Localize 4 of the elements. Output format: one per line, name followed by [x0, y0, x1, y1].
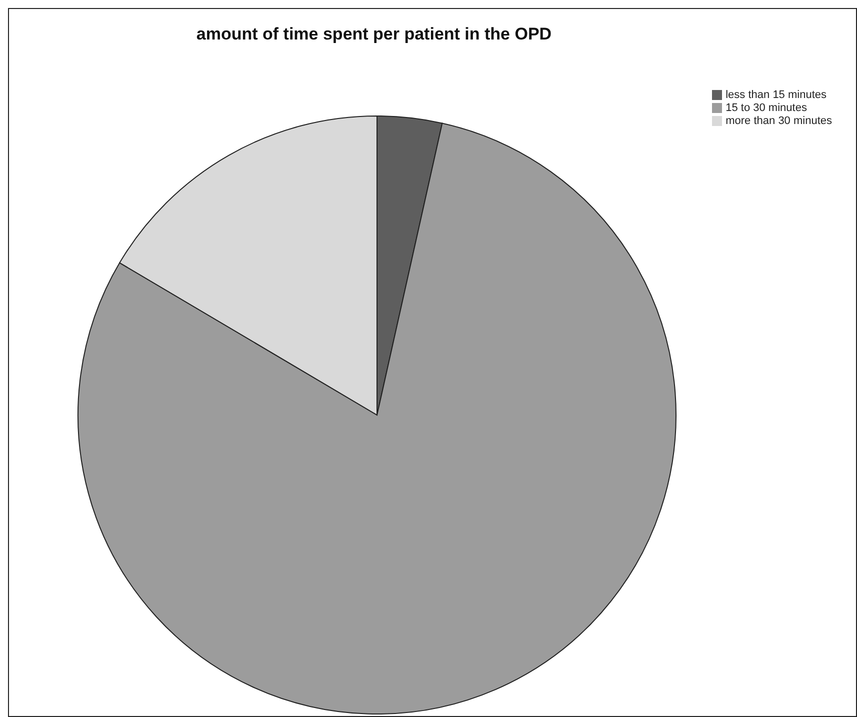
chart-title: amount of time spent per patient in the OPD — [196, 24, 552, 44]
legend-label: 15 to 30 minutes — [726, 102, 807, 114]
legend-label: more than 30 minutes — [726, 115, 832, 127]
legend-label: less than 15 minutes — [726, 89, 826, 101]
